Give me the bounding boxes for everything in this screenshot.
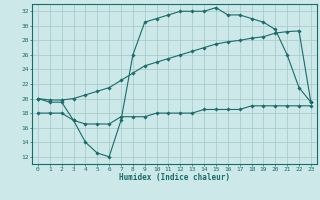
X-axis label: Humidex (Indice chaleur): Humidex (Indice chaleur)	[119, 173, 230, 182]
